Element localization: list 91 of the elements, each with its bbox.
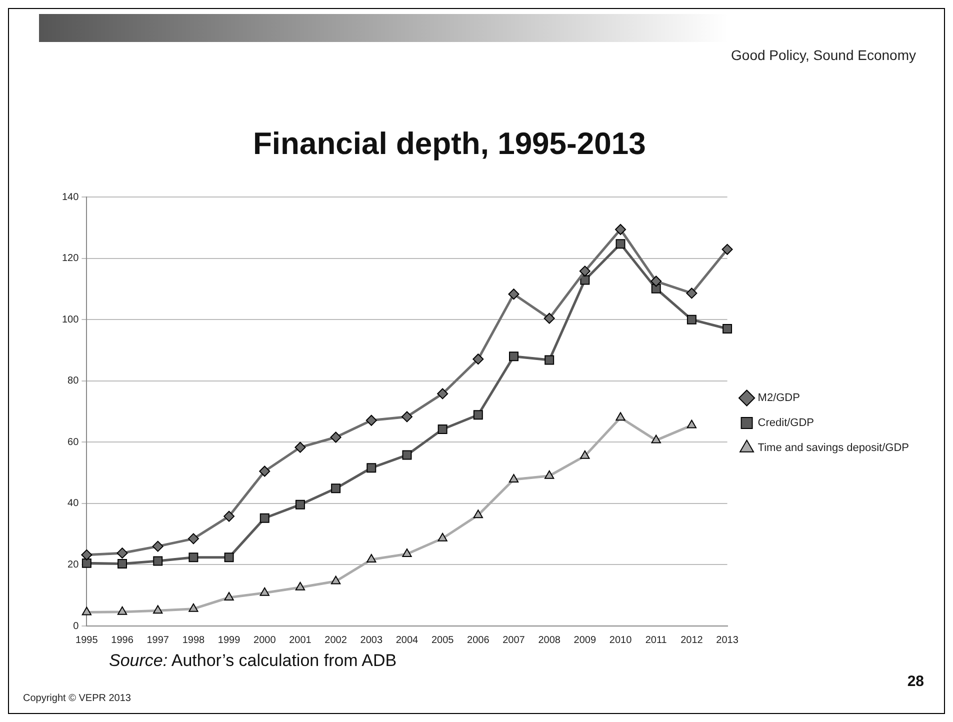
- point: [153, 605, 163, 614]
- point: [366, 463, 376, 473]
- x-tick-label: 1995: [76, 634, 98, 646]
- x-tick-label: 2004: [396, 634, 419, 646]
- point: [366, 414, 377, 426]
- point: [650, 276, 662, 287]
- point: [508, 288, 520, 300]
- x-tick-label: 1999: [218, 634, 241, 646]
- point: [117, 606, 128, 615]
- y-tick-label: 0: [73, 620, 80, 632]
- text: 28: [907, 673, 924, 690]
- point: [295, 582, 306, 590]
- y-tick-label: 40: [68, 498, 80, 510]
- x-tick-label: 1997: [146, 634, 170, 646]
- source-note: Source: Author’s calculation from ADB: [109, 651, 397, 670]
- point: [508, 474, 519, 483]
- point: [509, 352, 518, 362]
- y-tick-label: 80: [68, 376, 80, 387]
- x-tick-label: 2011: [645, 634, 668, 646]
- text: Good Policy, Sound Economy: [731, 47, 916, 63]
- point: [580, 275, 590, 285]
- point: [544, 312, 555, 324]
- chart-title: Financial depth, 1995-2013: [253, 126, 646, 162]
- point: [472, 354, 484, 365]
- point: [331, 484, 341, 494]
- point: [330, 432, 342, 443]
- point: [153, 556, 163, 566]
- point: [651, 434, 661, 444]
- point: [224, 510, 235, 522]
- legend-label: Time and savings deposit/GDP: [758, 442, 909, 454]
- x-tick-label: 2006: [467, 634, 490, 646]
- text: Copyright © VEPR 2013: [23, 693, 131, 704]
- point: [437, 388, 448, 400]
- point: [295, 500, 305, 510]
- point: [294, 442, 306, 453]
- point: [651, 284, 661, 294]
- point: [260, 587, 270, 596]
- point: [402, 548, 412, 557]
- x-tick-label: 2010: [609, 634, 632, 646]
- point: [473, 410, 483, 420]
- x-tick-label: 2001: [289, 634, 312, 646]
- point: [366, 554, 376, 563]
- x-tick-label: 2008: [538, 634, 561, 646]
- x-tick-label: 2000: [254, 634, 276, 646]
- point: [116, 548, 128, 559]
- point: [401, 411, 412, 422]
- legend-label: Credit/GDP: [758, 417, 814, 430]
- point: [544, 470, 554, 479]
- point: [580, 450, 590, 459]
- point: [330, 576, 341, 584]
- x-tick-label: 1996: [111, 634, 134, 646]
- x-tick-label: 2007: [502, 634, 526, 646]
- point: [686, 420, 697, 428]
- x-tick-label: 2002: [324, 634, 348, 646]
- legend-label: M2/GDP: [758, 392, 800, 404]
- point: [722, 244, 733, 255]
- y-tick-label: 20: [68, 559, 80, 570]
- point: [224, 552, 234, 562]
- point: [722, 324, 732, 334]
- x-tick-label: 2012: [680, 634, 704, 646]
- point: [438, 424, 448, 434]
- point: [188, 552, 198, 562]
- x-tick-label: 2003: [360, 634, 383, 646]
- point: [188, 533, 199, 544]
- x-tick-label: 2005: [431, 634, 454, 646]
- point: [188, 603, 198, 612]
- x-tick-label: 2009: [574, 634, 596, 646]
- point: [686, 288, 698, 299]
- point: [579, 266, 590, 277]
- point: [81, 549, 92, 560]
- point: [224, 592, 234, 600]
- point: [686, 314, 696, 324]
- y-tick-label: 60: [68, 436, 80, 448]
- point: [616, 412, 626, 421]
- x-tick-label: 2013: [716, 634, 739, 646]
- point: [82, 558, 92, 568]
- point: [615, 224, 626, 235]
- point: [616, 239, 626, 249]
- point: [260, 513, 270, 523]
- point: [544, 355, 554, 365]
- y-tick-label: 120: [62, 253, 80, 264]
- point: [438, 532, 448, 542]
- point: [152, 540, 164, 552]
- y-tick-label: 140: [62, 192, 80, 203]
- point: [118, 559, 128, 569]
- point: [259, 466, 270, 477]
- point: [473, 510, 483, 518]
- point: [82, 606, 92, 616]
- point: [402, 450, 412, 460]
- y-tick-label: 100: [62, 314, 80, 326]
- x-tick-label: 1998: [182, 634, 206, 646]
